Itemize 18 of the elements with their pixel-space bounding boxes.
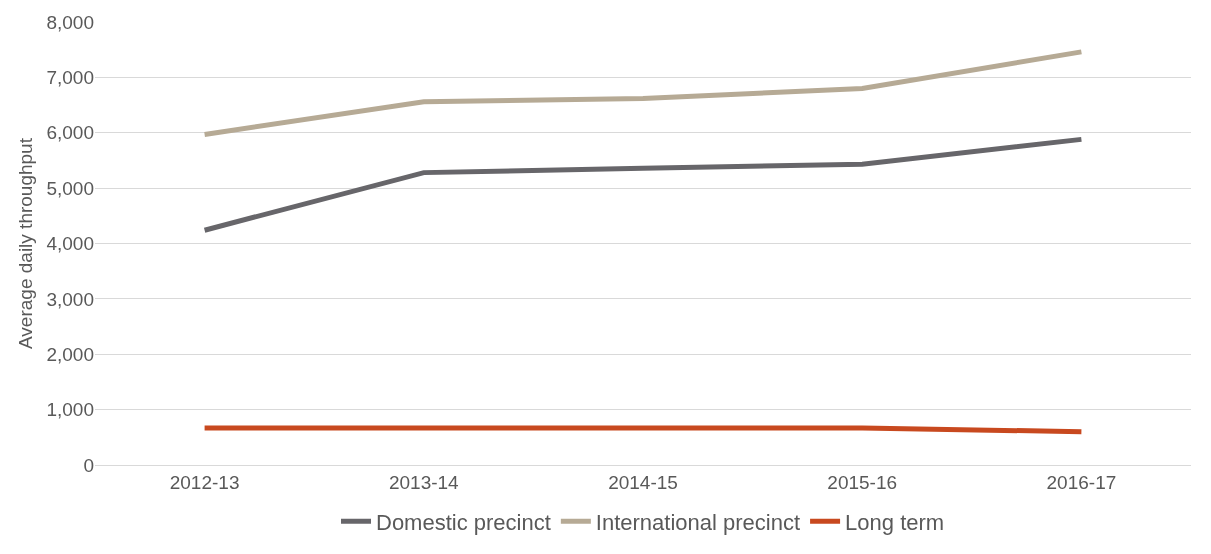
y-tick-label: 2,000 [46, 343, 94, 365]
x-tick-label: 2012-13 [169, 471, 240, 493]
x-tick-label: 2013-14 [388, 471, 460, 493]
y-tick-label: 4,000 [46, 233, 94, 255]
y-tick-label: 5,000 [46, 177, 94, 199]
legend-label: Long term [845, 509, 945, 535]
x-tick-label: 2016-17 [1046, 471, 1117, 493]
y-tick-label: 3,000 [46, 288, 94, 310]
y-axis-title: Average daily throughput [15, 137, 37, 349]
x-tick-label: 2014-15 [608, 471, 678, 493]
y-tick-label: 8,000 [46, 11, 94, 33]
y-tick-label: 6,000 [46, 122, 94, 144]
y-tick-label: 7,000 [46, 67, 94, 89]
legend-label: International precinct [595, 509, 801, 535]
x-tick-label: 2015-16 [827, 471, 898, 493]
y-tick-label: 1,000 [46, 399, 94, 421]
legend-label: Domestic precinct [376, 509, 551, 535]
y-tick-label: 0 [83, 454, 94, 476]
